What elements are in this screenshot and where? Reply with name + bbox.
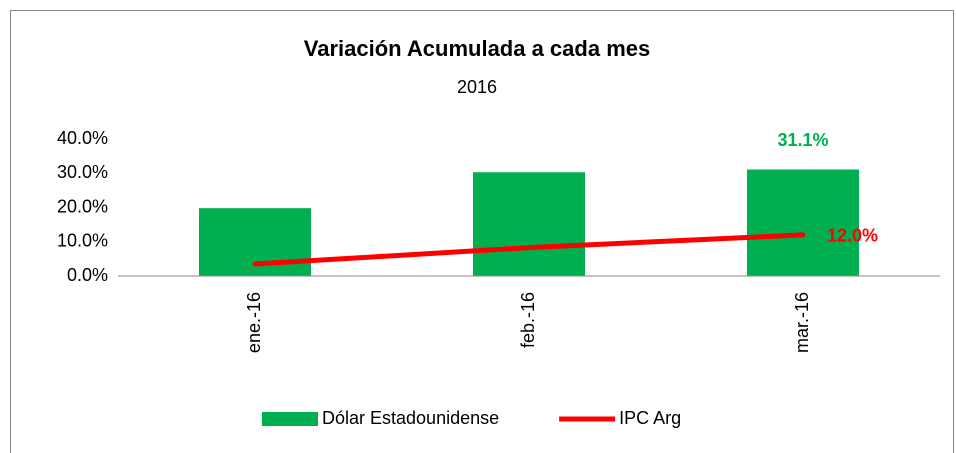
x-tick-label: mar.-16 (792, 292, 812, 353)
legend-label: Dólar Estadounidense (322, 408, 499, 428)
chart-subtitle: 2016 (457, 77, 497, 97)
legend-swatch (262, 412, 318, 426)
x-tick-label: ene.-16 (244, 292, 264, 353)
data-label: 31.1% (777, 130, 828, 150)
chart-title: Variación Acumulada a cada mes (304, 36, 650, 61)
x-tick-label: feb.-16 (518, 292, 538, 348)
y-tick-label: 0.0% (67, 265, 108, 285)
line-series (252, 232, 806, 267)
data-label: 12.0% (827, 226, 878, 246)
y-tick-label: 30.0% (57, 162, 108, 182)
bar (747, 169, 859, 276)
bar (473, 172, 585, 276)
y-tick-label: 20.0% (57, 196, 108, 216)
legend-label: IPC Arg (619, 408, 681, 428)
y-tick-label: 40.0% (57, 128, 108, 148)
y-tick-label: 10.0% (57, 231, 108, 251)
